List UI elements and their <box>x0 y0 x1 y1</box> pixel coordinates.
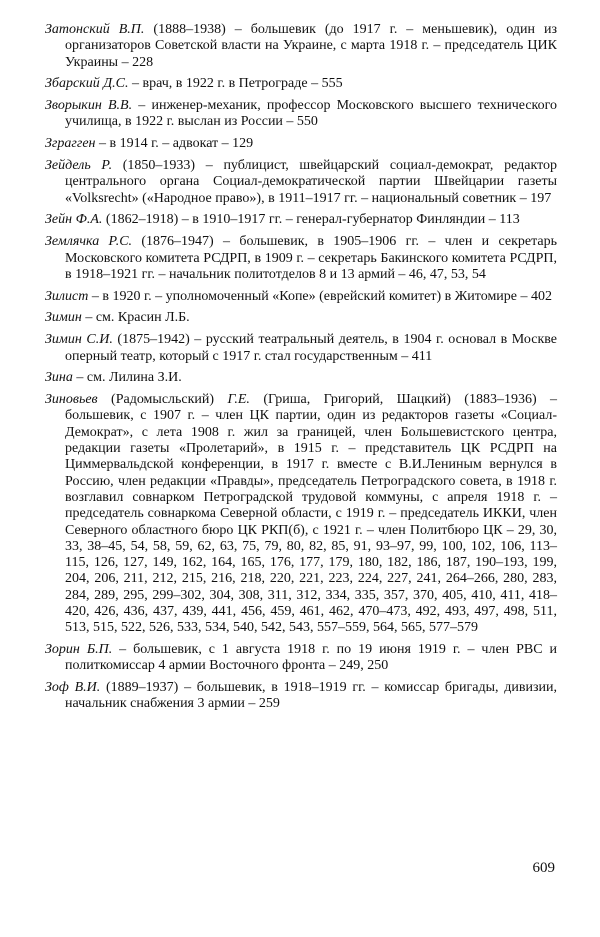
index-entry: Зграгген – в 1914 г. – адвокат – 129 <box>45 136 557 152</box>
entry-alias: (Радомысльский) <box>111 392 215 408</box>
entry-name: Зейдель Р. <box>45 158 113 174</box>
entry-text: – в 1914 г. – адвокат – 129 <box>98 136 254 152</box>
entry-name: Землячка Р.С. <box>45 234 133 250</box>
entry-name: Зимин <box>45 310 82 326</box>
index-list: Затонский В.П. (1888–1938) – большевик (… <box>45 22 557 718</box>
entry-text: (1850–1933) – публицист, швейцарский соц… <box>65 158 558 206</box>
entry-name: Зимин С.И. <box>45 332 113 348</box>
entry-text: – см. Красин Л.Б. <box>85 310 190 326</box>
entry-name: Зорин Б.П. <box>45 642 113 658</box>
entry-text: – врач, в 1922 г. в Петрограде – 555 <box>131 76 343 92</box>
index-entry: Землячка Р.С. (1876–1947) – большевик, в… <box>45 234 557 283</box>
entry-text: (1862–1918) – в 1910–1917 гг. – генерал-… <box>105 212 520 228</box>
entry-text: (1875–1942) – русский театральный деятел… <box>65 332 558 364</box>
entry-text: – большевик, с 1 августа 1918 г. по 19 и… <box>65 642 558 674</box>
entry-name: Зейн Ф.А. <box>45 212 103 228</box>
entry-initials: Г.Е. <box>227 392 250 408</box>
entry-text: (1889–1937) – большевик, в 1918–1919 гг.… <box>65 680 557 712</box>
entry-name: Зоф В.И. <box>45 680 101 696</box>
entry-name: Затонский В.П. <box>45 22 145 37</box>
entry-name: Зилист <box>45 288 89 304</box>
entry-text: (Гриша, Григорий, Шацкий) (1883–1936) – … <box>65 392 558 636</box>
entry-text: – см. Лилина З.И. <box>76 370 182 386</box>
page-number: 609 <box>532 860 556 876</box>
entry-name: Зграгген <box>45 136 96 152</box>
index-entry: Зейн Ф.А. (1862–1918) – в 1910–1917 гг. … <box>45 212 557 228</box>
index-entry: Зоф В.И. (1889–1937) – большевик, в 1918… <box>45 680 557 713</box>
entry-name: Зворыкин В.В. <box>45 98 133 114</box>
index-entry: Зворыкин В.В. – инженер-механик, професс… <box>45 98 557 131</box>
index-entry: Зейдель Р. (1850–1933) – публицист, швей… <box>45 158 557 207</box>
index-entry: Зимин – см. Красин Л.Б. <box>45 310 557 326</box>
index-entry: Зилист – в 1920 г. – уполномоченный «Коп… <box>45 289 557 305</box>
entry-text: (1876–1947) – большевик, в 1905–1906 гг.… <box>65 234 557 282</box>
index-entry: Зина – см. Лилина З.И. <box>45 370 557 386</box>
entry-name: Зиновьев <box>45 392 98 408</box>
index-entry: Затонский В.П. (1888–1938) – большевик (… <box>45 22 557 71</box>
index-entry: Збарский Д.С. – врач, в 1922 г. в Петрог… <box>45 76 557 92</box>
index-entry: Зорин Б.П. – большевик, с 1 августа 1918… <box>45 642 557 675</box>
entry-text: (1888–1938) – большевик (до 1917 г. – ме… <box>65 22 558 70</box>
index-entry: Зимин С.И. (1875–1942) – русский театрал… <box>45 332 557 365</box>
entry-text: – инженер-механик, профессор Московского… <box>65 98 558 130</box>
index-entry: Зиновьев (Радомысльский) Г.Е. (Гриша, Гр… <box>45 392 557 636</box>
entry-name: Збарский Д.С. <box>45 76 129 92</box>
entry-name: Зина <box>45 370 73 386</box>
entry-text: – в 1920 г. – уполномоченный «Копе» (евр… <box>91 288 553 304</box>
